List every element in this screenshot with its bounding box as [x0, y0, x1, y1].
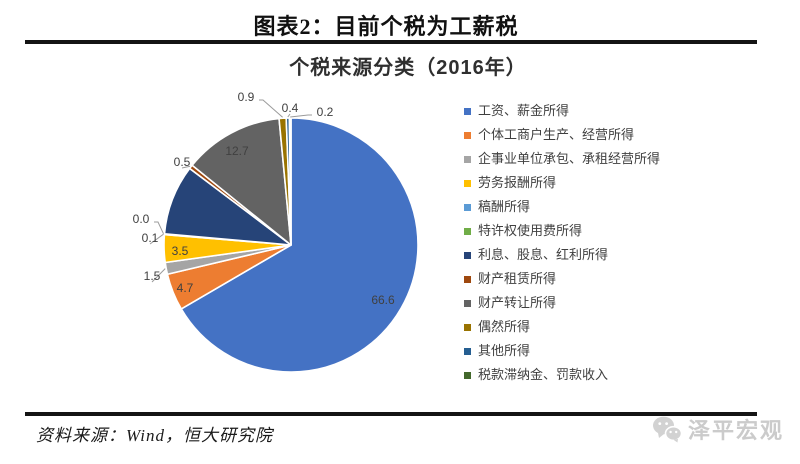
label-leader-line — [290, 114, 312, 118]
legend-item: 财产租赁所得 — [464, 272, 660, 286]
legend-swatch — [464, 179, 471, 187]
legend-label: 财产转让所得 — [478, 295, 557, 310]
legend-label: 财产租赁所得 — [478, 271, 557, 286]
legend-item: 稿酬所得 — [464, 200, 660, 214]
data-label-2: 1.5 — [144, 269, 161, 283]
legend-label: 工资、薪金所得 — [478, 103, 570, 118]
data-label-8: 12.7 — [225, 144, 249, 158]
label-leader-line — [181, 165, 191, 169]
data-label-9: 0.9 — [238, 90, 255, 104]
data-label-10: 0.4 — [282, 101, 299, 115]
data-label-5: 0.0 — [133, 212, 150, 226]
bottom-divider-line — [25, 412, 757, 416]
legend-item: 偶然所得 — [464, 320, 660, 334]
legend-item: 企事业单位承包、承租经营所得 — [464, 152, 660, 166]
label-leader-line — [259, 99, 283, 118]
label-leader-line — [151, 268, 166, 283]
legend-label: 利息、股息、红利所得 — [478, 247, 609, 262]
legend-item: 利息、股息、红利所得 — [464, 248, 660, 262]
legend-swatch — [464, 371, 471, 379]
legend-label: 个体工商户生产、经营所得 — [478, 127, 635, 142]
legend-label: 税款滞纳金、罚款收入 — [478, 367, 609, 382]
legend-label: 企事业单位承包、承租经营所得 — [478, 151, 661, 166]
watermark-text: 泽平宏观 — [688, 418, 785, 443]
top-divider-line — [25, 40, 757, 44]
legend-label: 其他所得 — [478, 343, 531, 358]
pie-slice-0 — [180, 117, 419, 373]
chart-legend: 工资、薪金所得个体工商户生产、经营所得企事业单位承包、承租经营所得 劳务报酬所得稿… — [464, 104, 660, 382]
label-leader-line — [287, 113, 291, 118]
data-label-1: 4.7 — [177, 281, 194, 295]
legend-item: 劳务报酬所得 — [464, 176, 660, 190]
legend-label: 偶然所得 — [478, 319, 531, 334]
chart-title: 个税来源分类（2016年） — [289, 57, 527, 79]
legend-item: 税款滞纳金、罚款收入 — [464, 368, 660, 382]
legend-item: 特许权使用费所得 — [464, 224, 660, 238]
pie-plot-area: 66.6 4.7 1.5 3.5 0.1 0.0 0.5 12.7 0.9 0.4 0.2 — [133, 90, 419, 373]
legend-item: 个体工商户生产、经营所得 — [464, 128, 660, 142]
legend-swatch — [464, 275, 471, 283]
legend-swatch — [464, 227, 471, 235]
legend-label: 稿酬所得 — [478, 199, 531, 214]
source-note: 资料来源：Wind，恒大研究院 — [36, 426, 273, 445]
legend-label: 劳务报酬所得 — [478, 175, 557, 190]
data-label-0: 66.6 — [371, 293, 395, 307]
label-leader-line — [149, 233, 164, 245]
data-label-11: 0.2 — [317, 105, 334, 119]
legend-swatch — [464, 131, 471, 139]
wechat-icon — [653, 416, 682, 443]
legend-swatch — [464, 251, 471, 259]
legend-item: 财产转让所得 — [464, 296, 660, 310]
legend-swatch — [464, 299, 471, 307]
legend-swatch — [464, 107, 471, 115]
data-label-7: 0.5 — [174, 155, 191, 169]
legend-swatch — [464, 323, 471, 331]
pie-slice-8 — [191, 117, 292, 246]
legend-item: 工资、薪金所得 — [464, 104, 660, 118]
legend-swatch — [464, 155, 471, 163]
legend-item: 其他所得 — [464, 344, 660, 358]
data-label-3: 3.5 — [172, 244, 189, 258]
figure-title: 图表2：目前个税为工薪税 — [253, 14, 519, 39]
data-label-4: 0.1 — [142, 231, 159, 245]
legend-swatch — [464, 347, 471, 355]
legend-swatch — [464, 203, 471, 211]
watermark: 泽平宏观 — [652, 413, 784, 445]
legend-label: 特许权使用费所得 — [478, 223, 583, 238]
pie-slice-11 — [288, 117, 292, 246]
label-leader-line — [154, 221, 164, 235]
